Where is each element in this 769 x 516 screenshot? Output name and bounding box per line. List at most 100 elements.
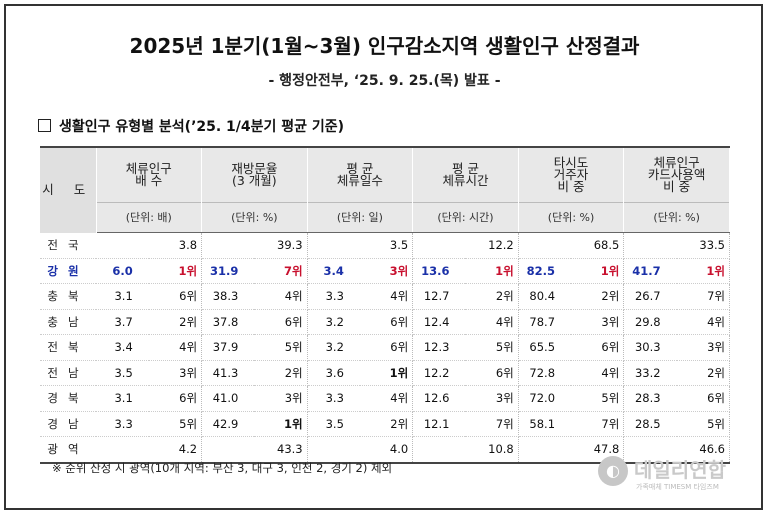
region-cell: 충남 <box>40 309 96 335</box>
value-cell: 4.0 <box>307 436 414 464</box>
region-cell: 경북 <box>40 385 96 412</box>
rank-cell: 7위 <box>254 258 308 284</box>
rank-cell: 5위 <box>148 411 203 437</box>
logo-name: 데일리연합 <box>634 458 726 482</box>
region-cell: 충북 <box>40 283 96 310</box>
table-row: 경남 3.3 5위 42.9 1위 3.5 2위 12.1 7위 58.1 7위 28.5 5위 <box>40 411 730 437</box>
value-cell: 46.6 <box>623 436 730 464</box>
column-header: 평 균 체류시간 <box>412 146 519 203</box>
value-cell: 37.9 <box>201 334 255 361</box>
value-cell: 42.9 <box>201 411 255 437</box>
value-cell: 12.1 <box>412 411 466 437</box>
column-header: 체류인구 배 수 <box>96 146 203 203</box>
value-cell: 13.6 <box>412 258 466 284</box>
header-row: 시 도 체류인구 배 수 재방문율 (3 개월) 평 균 체류일수 평 균 체류시간 타… <box>40 146 730 233</box>
table-row: 전남 3.5 3위 41.3 2위 3.6 1위 12.2 6위 72.8 4위 33.2 2위 <box>40 360 730 386</box>
rank-cell: 3위 <box>359 258 414 284</box>
region-cell: 전국 <box>40 232 96 259</box>
value-cell: 28.3 <box>623 385 677 412</box>
unit-label: (단위: 일) <box>307 202 414 233</box>
unit-label: (단위: %) <box>201 202 308 233</box>
unit-label: (단위: 시간) <box>412 202 519 233</box>
table-row: 충남 3.7 2위 37.8 6위 3.2 6위 12.4 4위 78.7 3위 29.8 4위 <box>40 309 730 335</box>
value-cell: 58.1 <box>518 411 572 437</box>
value-cell: 3.4 <box>307 258 360 284</box>
rank-cell: 6위 <box>465 360 519 386</box>
rank-cell: 2위 <box>571 283 625 310</box>
section-heading-text: 생활인구 유형별 분석(’25. 1/4분기 평균 기준) <box>59 119 345 135</box>
value-cell: 12.4 <box>412 309 466 335</box>
value-cell: 78.7 <box>518 309 572 335</box>
value-cell: 80.4 <box>518 283 572 310</box>
rank-cell: 1위 <box>148 258 203 284</box>
rank-cell: 4위 <box>465 309 519 335</box>
rank-cell: 3위 <box>465 385 519 412</box>
column-header: 체류인구 카드사용액 비 중 <box>623 146 730 203</box>
page-title: 2025년 1분기(1월~3월) 인구감소지역 생활인구 산정결과 <box>129 34 640 58</box>
rank-cell: 6위 <box>676 385 730 412</box>
value-cell: 4.2 <box>96 436 203 464</box>
value-cell: 3.3 <box>307 283 360 310</box>
value-cell: 65.5 <box>518 334 572 361</box>
value-cell: 3.5 <box>307 411 360 437</box>
section-heading: 생활인구 유형별 분석(’25. 1/4분기 평균 기준) <box>38 116 344 136</box>
column-header: 평 균 체류일수 <box>307 146 414 203</box>
table-row: 광역 4.2 43.3 4.0 10.8 47.8 46.6 <box>40 436 730 464</box>
rank-cell: 1위 <box>571 258 625 284</box>
rank-cell: 4위 <box>676 309 730 335</box>
region-cell: 광역 <box>40 436 96 464</box>
value-cell: 41.7 <box>623 258 677 284</box>
value-cell: 3.6 <box>307 360 360 386</box>
unit-label: (단위: %) <box>518 202 625 233</box>
rank-cell: 2위 <box>148 309 203 335</box>
value-cell: 12.7 <box>412 283 466 310</box>
value-cell: 29.8 <box>623 309 677 335</box>
value-cell: 37.8 <box>201 309 255 335</box>
value-cell: 28.5 <box>623 411 677 437</box>
value-cell: 12.6 <box>412 385 466 412</box>
value-cell: 12.2 <box>412 360 466 386</box>
rank-cell: 7위 <box>676 283 730 310</box>
rank-cell: 3위 <box>571 309 625 335</box>
table-row: 충북 3.1 6위 38.3 4위 3.3 4위 12.7 2위 80.4 2위 26.7 7위 <box>40 283 730 310</box>
table-row: 경북 3.1 6위 41.0 3위 3.3 4위 12.6 3위 72.0 5위 28.3 6위 <box>40 385 730 412</box>
value-cell: 33.5 <box>623 232 730 259</box>
value-cell: 30.3 <box>623 334 677 361</box>
value-cell: 3.1 <box>96 283 149 310</box>
value-cell: 3.5 <box>307 232 414 259</box>
data-table: 시 도 체류인구 배 수 재방문율 (3 개월) 평 균 체류일수 평 균 체류시간 타… <box>40 146 730 464</box>
rank-cell: 3위 <box>148 360 203 386</box>
rank-cell: 7위 <box>465 411 519 437</box>
table-row: 전국 3.8 39.3 3.5 12.2 68.5 33.5 <box>40 232 730 259</box>
page-subtitle: - 행정안전부, ‘25. 9. 25.(목) 발표 - <box>268 73 501 89</box>
value-cell: 3.8 <box>96 232 203 259</box>
rank-cell: 2위 <box>676 360 730 386</box>
value-cell: 6.0 <box>96 258 149 284</box>
value-cell: 72.8 <box>518 360 572 386</box>
unit-label: (단위: 배) <box>96 202 203 233</box>
rank-cell: 6위 <box>359 334 414 361</box>
table-body: 전국 3.8 39.3 3.5 12.2 68.5 33.5 강원 6.0 1위 31.9 7위 3.4… <box>40 232 730 464</box>
unit-row: (단위: 배) (단위: %) (단위: 일) (단위: 시간) (단위: %)… <box>40 202 730 233</box>
value-cell: 31.9 <box>201 258 255 284</box>
value-cell: 3.4 <box>96 334 149 361</box>
value-cell: 12.3 <box>412 334 466 361</box>
value-cell: 3.2 <box>307 309 360 335</box>
value-cell: 41.3 <box>201 360 255 386</box>
rank-cell: 7위 <box>571 411 625 437</box>
value-cell: 82.5 <box>518 258 572 284</box>
value-cell: 33.2 <box>623 360 677 386</box>
value-cell: 12.2 <box>412 232 519 259</box>
region-header: 시 도 <box>40 146 97 233</box>
rank-cell: 2위 <box>465 283 519 310</box>
value-cell: 3.7 <box>96 309 149 335</box>
rank-cell: 4위 <box>148 334 203 361</box>
rank-cell: 4위 <box>254 283 308 310</box>
logo-tagline: 가족매체 TIMESM 타임즈M <box>636 483 719 491</box>
rank-cell: 6위 <box>148 283 203 310</box>
table-row: 전북 3.4 4위 37.9 5위 3.2 6위 12.3 5위 65.5 6위 30.3 3위 <box>40 334 730 361</box>
rank-cell: 6위 <box>148 385 203 412</box>
column-header: 타시도 거주자 비 중 <box>518 146 625 203</box>
value-cell: 47.8 <box>518 436 625 464</box>
value-cell: 3.5 <box>96 360 149 386</box>
